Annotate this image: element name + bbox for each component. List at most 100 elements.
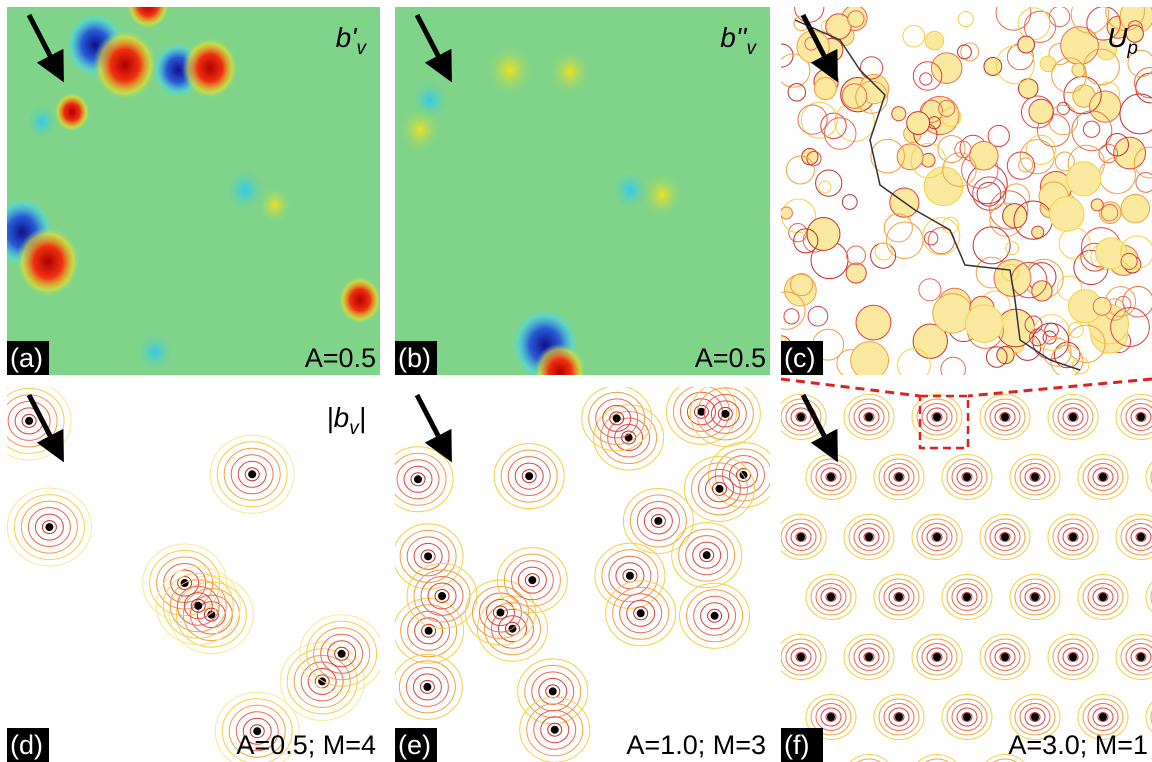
contour [1067,162,1101,196]
panel-background [395,387,770,762]
contour [807,217,840,250]
defect [933,533,941,541]
defect [1031,473,1039,481]
contour [1032,281,1052,301]
symbol-sub: v [747,38,758,59]
symbol-sub: p [1126,38,1138,59]
contour [842,84,867,109]
defect [933,653,941,661]
field-blob [93,30,157,100]
defect [496,609,504,617]
defect [1137,413,1145,421]
defect [1099,473,1107,481]
defect [963,713,971,721]
panel: (f)A=3.0; M=1 [776,387,1152,762]
contour [1018,36,1035,53]
defect [551,726,559,734]
defect [797,653,805,661]
contour [851,342,889,380]
defect [424,552,432,560]
defect [425,627,433,635]
defect [338,650,346,658]
defect [827,473,835,481]
symbol-main: b' [336,22,359,53]
panels: (a)A=0.5b'v(b)A=0.5b''v(c)Up(d)A=0.5; M=… [0,0,1152,762]
field-blob [135,330,175,374]
symbol-main: b'' [720,22,748,53]
contour [848,11,864,27]
contour [780,207,792,219]
contour [846,263,866,283]
contour [1121,194,1149,222]
defect [25,417,33,425]
defect [895,473,903,481]
panel-params: A=0.5; M=4 [236,730,376,760]
symbol-main: U [1107,22,1128,53]
defect [895,593,903,601]
defect [721,410,729,418]
defect [626,572,634,580]
defect [1137,533,1145,541]
symbol-tail: | [359,402,366,433]
contour [970,141,999,170]
defect [637,609,645,617]
panel: (c) Up [768,0,1152,382]
defect [827,713,835,721]
defect [45,523,53,531]
field-blob [182,37,238,99]
defect [865,653,873,661]
defect [715,485,723,493]
contour [856,305,891,340]
defect [963,593,971,601]
defect [711,612,719,620]
contour [1018,79,1038,99]
contour [1049,197,1084,232]
contour [814,77,836,99]
contour [925,31,944,50]
defect [438,592,446,600]
field-blob [398,106,442,154]
defect [797,533,805,541]
defect [1069,413,1077,421]
defect [865,533,873,541]
panel: (e)A=1.0; M=3 [383,379,778,762]
contour [1040,56,1056,72]
panel-params: A=3.0; M=1 [1008,730,1148,760]
defect [1001,413,1009,421]
panel-background [7,387,380,762]
contour [1093,297,1111,315]
defect [1137,653,1145,661]
defect [703,551,711,559]
panel-label: (b) [398,343,431,373]
contour [965,305,1003,343]
defect [797,413,805,421]
panel-label: (c) [784,343,815,373]
panel-label: (a) [10,343,43,373]
field-blob [257,185,293,225]
defect [865,413,873,421]
panel: (d)A=0.5; M=4|bv| [0,382,384,762]
defect [423,683,431,691]
contour [1090,91,1121,122]
defect [1099,713,1107,721]
symbol-main: |b [326,402,349,433]
defect [963,473,971,481]
panel-params: A=0.5 [695,343,766,373]
contour [1061,27,1099,65]
field-blob [640,171,684,219]
defect [528,576,536,584]
field-blob [338,276,382,324]
panel: (b) A=0.5 b''v [395,7,770,401]
contour [892,107,906,121]
defect [895,713,903,721]
contour [984,58,1002,76]
defect [414,475,422,483]
defect [248,470,256,478]
defect [1001,533,1009,541]
symbol-sub: v [357,38,368,59]
defect [525,472,533,480]
contour [1091,199,1103,211]
contour [931,53,962,84]
defect [549,687,557,695]
defect [613,414,621,422]
